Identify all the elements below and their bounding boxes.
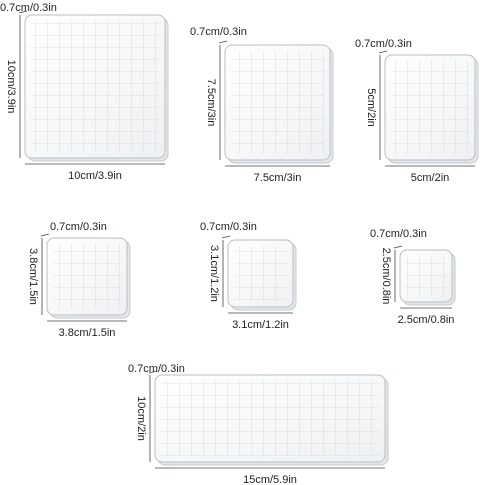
- block-grid: [31, 21, 159, 152]
- acrylic-block: [399, 249, 456, 306]
- thickness-line: [393, 245, 403, 249]
- block-grid: [53, 244, 121, 309]
- block-grid: [234, 246, 287, 301]
- height-label: 2.5cm/0.8in: [380, 248, 392, 305]
- block-grid: [231, 51, 324, 154]
- height-label: 5cm/2in: [365, 88, 377, 127]
- width-label: 10cm/3.9in: [68, 170, 122, 182]
- width-label: 3.1cm/1.2in: [232, 319, 289, 331]
- height-label: 10cm/2in: [135, 396, 147, 441]
- thickness-label: 0.7cm/0.3in: [355, 38, 412, 50]
- thickness-label: 0.7cm/0.3in: [0, 2, 57, 14]
- height-label: 7.5cm/3in: [205, 79, 217, 127]
- block-grid: [406, 256, 446, 296]
- acrylic-block: [224, 44, 334, 164]
- thickness-line: [221, 235, 231, 239]
- acrylic-block: [154, 374, 389, 466]
- acrylic-block: [24, 14, 169, 162]
- acrylic-block: [46, 237, 131, 319]
- height-label: 3.8cm/1.5in: [27, 248, 39, 305]
- thickness-line: [40, 233, 50, 237]
- thickness-line: [148, 370, 158, 374]
- thickness-label: 0.7cm/0.3in: [190, 26, 247, 38]
- width-label: 5cm/2in: [411, 172, 450, 184]
- block-grid: [161, 381, 379, 456]
- thickness-label: 0.7cm/0.3in: [200, 221, 257, 233]
- thickness-line: [378, 50, 388, 54]
- height-label: 10cm/3.9in: [5, 60, 17, 114]
- block-grid: [391, 61, 469, 154]
- thickness-line: [18, 10, 28, 14]
- width-label: 15cm/5.9in: [243, 474, 297, 485]
- acrylic-block: [384, 54, 479, 164]
- width-label: 7.5cm/3in: [254, 172, 302, 184]
- acrylic-block: [227, 239, 297, 311]
- height-label: 3.1cm/1.2in: [208, 245, 220, 302]
- width-label: 2.5cm/0.8in: [398, 314, 455, 326]
- thickness-label: 0.7cm/0.3in: [128, 363, 185, 375]
- width-label: 3.8cm/1.5in: [59, 327, 116, 339]
- thickness-line: [218, 40, 228, 44]
- thickness-label: 0.7cm/0.3in: [50, 221, 107, 233]
- thickness-label: 0.7cm/0.3in: [370, 228, 427, 240]
